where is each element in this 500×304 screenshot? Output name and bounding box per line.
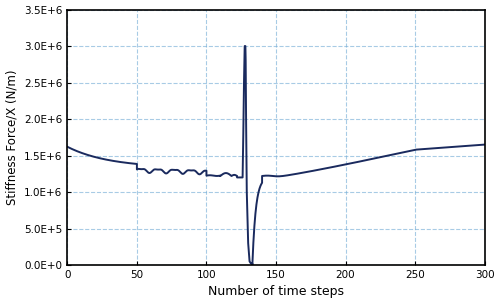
X-axis label: Number of time steps: Number of time steps [208,285,344,299]
Y-axis label: Stiffness Force/X (N/m): Stiffness Force/X (N/m) [6,70,18,205]
